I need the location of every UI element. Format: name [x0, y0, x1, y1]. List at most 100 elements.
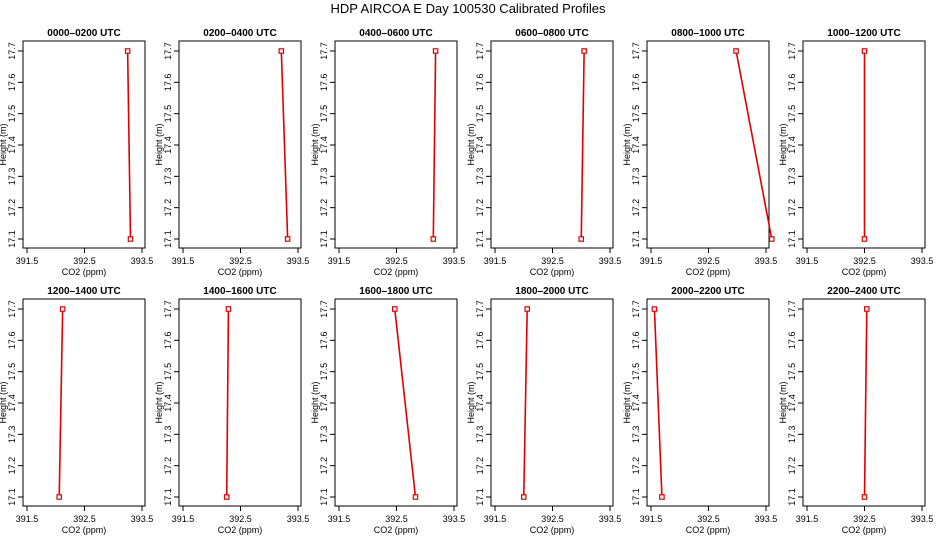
- x-tick-label: 391.5: [796, 256, 819, 266]
- x-tick-label: 392.5: [229, 514, 252, 524]
- profile-line: [580, 50, 585, 240]
- y-tick-label: 17.1: [787, 488, 797, 506]
- data-point: [861, 48, 868, 54]
- panel-frame: [22, 298, 146, 507]
- profile-panel: 1800–2000 UTC 391.5 392.5 393.5 17.1 17.2 17.3…: [466, 286, 621, 535]
- profile-line: [280, 50, 289, 240]
- y-tick-label: 17.6: [7, 332, 17, 350]
- x-axis-label: CO2 (ppm): [62, 267, 107, 277]
- x-axis-label: CO2 (ppm): [218, 525, 263, 535]
- y-tick-label: 17.6: [319, 332, 329, 350]
- y-tick-label: 17.7: [7, 300, 17, 318]
- y-axis-label: Height (m): [466, 381, 476, 423]
- x-tick-label: 392.5: [697, 514, 720, 524]
- data-point: [127, 236, 134, 242]
- x-tick-label: 393.5: [287, 256, 310, 266]
- y-tick-label: 17.7: [163, 300, 173, 318]
- x-tick-label: 392.5: [853, 514, 876, 524]
- y-tick-label: 17.6: [475, 74, 485, 92]
- y-tick-label: 17.5: [319, 363, 329, 381]
- y-tick-label: 17.2: [163, 457, 173, 475]
- y-tick-label: 17.7: [631, 300, 641, 318]
- y-tick-label: 17.7: [7, 42, 17, 60]
- y-axis-label: Height (m): [778, 381, 788, 423]
- profile-panel: 2000–2200 UTC 391.5 392.5 393.5 17.1 17.2 17.3…: [622, 286, 777, 535]
- y-tick-label: 17.3: [7, 168, 17, 186]
- y-tick-label: 17.1: [787, 230, 797, 248]
- y-tick-label: 17.6: [163, 74, 173, 92]
- x-tick-label: 392.5: [697, 256, 720, 266]
- y-tick-label: 17.3: [163, 426, 173, 444]
- profile-line: [863, 308, 868, 498]
- y-axis-label: Height (m): [154, 123, 164, 165]
- y-tick-label: 17.1: [475, 230, 485, 248]
- data-point: [223, 494, 230, 500]
- profile-line: [58, 308, 64, 498]
- x-axis-label: CO2 (ppm): [218, 267, 263, 277]
- data-point: [124, 48, 131, 54]
- y-axis-label: Height (m): [0, 381, 8, 423]
- y-tick-label: 17.3: [631, 168, 641, 186]
- x-axis-label: CO2 (ppm): [842, 525, 887, 535]
- data-point: [520, 494, 527, 500]
- data-point: [56, 494, 63, 500]
- profile-line: [126, 50, 132, 240]
- y-tick-label: 17.7: [319, 300, 329, 318]
- profile-panel: 1400–1600 UTC 391.5 392.5 393.5 17.1 17.2 17.3…: [154, 286, 309, 535]
- x-tick-label: 391.5: [484, 256, 507, 266]
- y-tick-label: 17.6: [631, 74, 641, 92]
- profile-line: [735, 50, 773, 240]
- data-point: [278, 48, 285, 54]
- y-tick-label: 17.2: [7, 199, 17, 217]
- y-tick-label: 17.2: [787, 199, 797, 217]
- y-tick-label: 17.6: [319, 74, 329, 92]
- y-tick-label: 17.5: [631, 363, 641, 381]
- x-tick-label: 392.5: [541, 514, 564, 524]
- panel-title: 2000–2200 UTC: [671, 286, 744, 297]
- profile-panel: 1000–1200 UTC 391.5 392.5 393.5 17.1 17.2 17.3…: [778, 28, 933, 277]
- y-tick-label: 17.3: [7, 426, 17, 444]
- y-tick-label: 17.5: [163, 363, 173, 381]
- y-tick-label: 17.1: [163, 488, 173, 506]
- x-tick-label: 391.5: [640, 514, 663, 524]
- panel-frame: [334, 298, 458, 507]
- data-point: [59, 306, 66, 312]
- profile-line: [432, 50, 437, 240]
- panel-frame: [334, 40, 458, 249]
- profile-panel: 0200–0400 UTC 391.5 392.5 393.5 17.1 17.2 17.3…: [154, 28, 309, 277]
- profile-panel: 0600–0800 UTC 391.5 392.5 393.5 17.1 17.2 17.3…: [466, 28, 621, 277]
- x-tick-label: 391.5: [640, 256, 663, 266]
- x-tick-label: 391.5: [16, 256, 39, 266]
- y-tick-label: 17.1: [319, 488, 329, 506]
- y-tick-label: 17.7: [163, 42, 173, 60]
- x-tick-label: 392.5: [853, 256, 876, 266]
- x-tick-label: 391.5: [172, 256, 195, 266]
- panel-title: 1000–1200 UTC: [827, 28, 900, 39]
- profile-line: [522, 308, 528, 498]
- data-point: [412, 494, 419, 500]
- data-point: [430, 236, 437, 242]
- x-tick-label: 392.5: [229, 256, 252, 266]
- data-point: [432, 48, 439, 54]
- y-tick-label: 17.2: [7, 457, 17, 475]
- panel-frame: [22, 40, 146, 249]
- panel-frame: [646, 40, 770, 249]
- profile-panel: 1600–1800 UTC 391.5 392.5 393.5 17.1 17.2 17.3…: [310, 286, 465, 535]
- data-point: [768, 236, 775, 242]
- x-tick-label: 393.5: [287, 514, 310, 524]
- y-tick-label: 17.3: [319, 168, 329, 186]
- y-tick-label: 17.6: [475, 332, 485, 350]
- x-axis-label: CO2 (ppm): [842, 267, 887, 277]
- x-tick-label: 392.5: [73, 256, 96, 266]
- y-axis-label: Height (m): [154, 381, 164, 423]
- y-tick-label: 17.6: [163, 332, 173, 350]
- y-tick-label: 17.1: [475, 488, 485, 506]
- y-tick-label: 17.2: [475, 199, 485, 217]
- y-tick-label: 17.3: [787, 426, 797, 444]
- y-tick-label: 17.7: [787, 300, 797, 318]
- panel-title: 1800–2000 UTC: [515, 286, 588, 297]
- y-axis-label: Height (m): [466, 123, 476, 165]
- data-point: [861, 494, 868, 500]
- y-tick-label: 17.3: [475, 168, 485, 186]
